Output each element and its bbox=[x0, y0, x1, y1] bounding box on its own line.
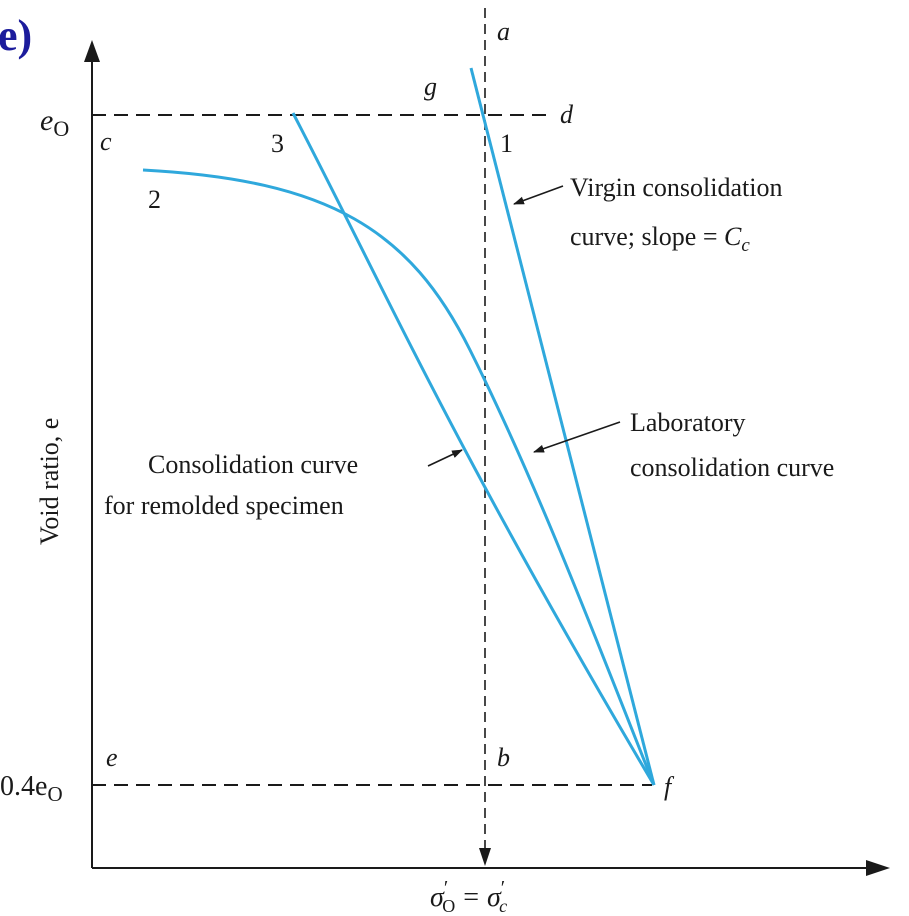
virgin-consolidation-curve bbox=[469, 67, 656, 786]
remolded-consolidation-curve bbox=[291, 112, 656, 786]
remold-leader-arrow bbox=[427, 449, 463, 467]
laboratory-consolidation-curve bbox=[142, 168, 656, 786]
virgin-leader-arrow bbox=[513, 185, 564, 205]
point-e-label: e bbox=[106, 743, 118, 772]
virgin-annotation-line1: Virgin consolidation bbox=[570, 173, 782, 202]
point-2-label: 2 bbox=[148, 185, 161, 214]
point-a-label: a bbox=[497, 17, 510, 46]
remold-annotation-line2: for remolded specimen bbox=[104, 491, 344, 520]
lab-annotation-line1: Laboratory bbox=[630, 408, 746, 437]
x-axis-arrow-icon bbox=[866, 860, 890, 876]
point-1-label: 1 bbox=[500, 129, 513, 158]
point-f-label: f bbox=[664, 772, 675, 801]
point-c-label: c bbox=[100, 127, 112, 156]
y-tick-eo: eO bbox=[40, 104, 69, 141]
point-b-label: b bbox=[497, 743, 510, 772]
y-axis-label: Void ratio, e bbox=[35, 418, 64, 545]
vertical-arrow-icon bbox=[479, 848, 491, 866]
lab-annotation-line2: consolidation curve bbox=[630, 453, 834, 482]
point-g-label: g bbox=[424, 72, 437, 101]
point-d-label: d bbox=[560, 100, 574, 129]
panel-label: e) bbox=[0, 11, 32, 60]
virgin-annotation-line2: curve; slope = Cc bbox=[570, 222, 750, 256]
point-3-label: 3 bbox=[271, 129, 284, 158]
remold-annotation-line1: Consolidation curve bbox=[148, 450, 358, 479]
y-axis-arrow-icon bbox=[84, 40, 100, 62]
lab-leader-arrow bbox=[533, 421, 621, 453]
y-tick-04eo: 0.4eO bbox=[0, 771, 63, 806]
x-axis-label: σ′ O = σ′ c bbox=[430, 877, 507, 916]
